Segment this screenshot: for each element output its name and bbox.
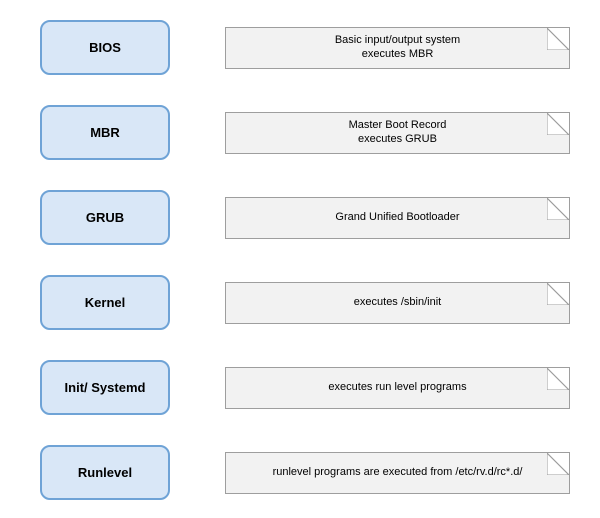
stage-label: BIOS bbox=[89, 40, 121, 55]
stage-label: MBR bbox=[90, 125, 120, 140]
stage-label: Kernel bbox=[85, 295, 125, 310]
stage-description-text: executes /sbin/init bbox=[354, 296, 441, 310]
stage-label: Runlevel bbox=[78, 465, 132, 480]
stage-box: Runlevel bbox=[40, 445, 170, 500]
page-fold-icon bbox=[547, 28, 569, 50]
stage-description-text: Master Boot Record executes GRUB bbox=[349, 119, 447, 147]
stage-description-text: runlevel programs are executed from /etc… bbox=[273, 466, 523, 480]
stage-box: BIOS bbox=[40, 20, 170, 75]
stage-label: Init/ Systemd bbox=[65, 380, 146, 395]
stage-description-text: Grand Unified Bootloader bbox=[335, 211, 459, 225]
page-fold-icon bbox=[547, 198, 569, 220]
page-fold-icon bbox=[547, 368, 569, 390]
page-fold-icon bbox=[547, 283, 569, 305]
page-fold-icon bbox=[547, 113, 569, 135]
stage-box: Init/ Systemd bbox=[40, 360, 170, 415]
stage-description-text: Basic input/output system executes MBR bbox=[335, 34, 460, 62]
stage-description: executes /sbin/init bbox=[225, 282, 570, 324]
stage-box: Kernel bbox=[40, 275, 170, 330]
stage-description: Master Boot Record executes GRUB bbox=[225, 112, 570, 154]
stage-label: GRUB bbox=[86, 210, 124, 225]
stage-box: MBR bbox=[40, 105, 170, 160]
stage-description: Grand Unified Bootloader bbox=[225, 197, 570, 239]
stage-description: Basic input/output system executes MBR bbox=[225, 27, 570, 69]
stage-description-text: executes run level programs bbox=[328, 381, 466, 395]
stage-description: runlevel programs are executed from /etc… bbox=[225, 452, 570, 494]
page-fold-icon bbox=[547, 453, 569, 475]
stage-description: executes run level programs bbox=[225, 367, 570, 409]
stage-box: GRUB bbox=[40, 190, 170, 245]
